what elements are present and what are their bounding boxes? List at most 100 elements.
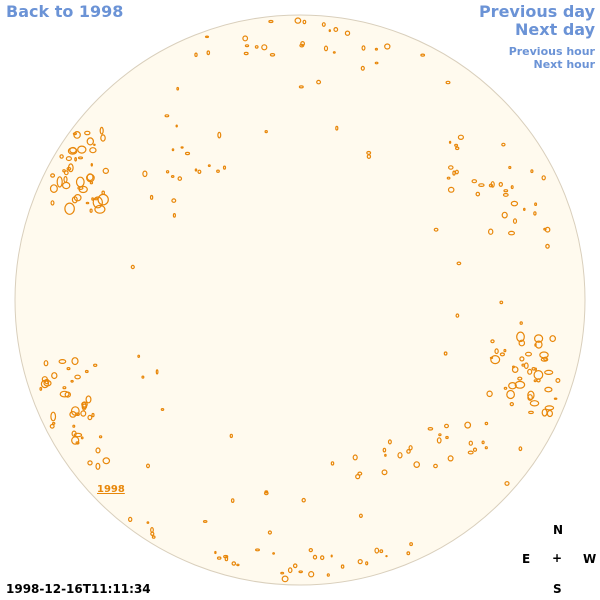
contour-blob (447, 186, 455, 193)
contour-blob (544, 369, 554, 375)
contour-blob (448, 140, 452, 144)
contour-blob (518, 339, 526, 347)
contour-blob (272, 552, 276, 555)
contour-blob (77, 156, 84, 160)
compass-east: E (522, 552, 531, 566)
contour-blob (149, 194, 154, 200)
contour-blob (308, 547, 313, 553)
contour-blob (102, 457, 111, 465)
contour-blob (533, 379, 537, 383)
contour-blob (358, 513, 363, 519)
contour-blob (546, 409, 554, 418)
contour-blob (72, 424, 76, 428)
contour-blob (447, 455, 454, 462)
contour-blob (481, 440, 485, 445)
contour-blob (528, 410, 534, 415)
contour-blob (455, 313, 460, 318)
next-hour-link[interactable]: Next hour (533, 58, 596, 71)
contour-blob (165, 170, 170, 174)
contour-blob (80, 410, 87, 417)
contour-blob (534, 202, 538, 207)
contour-blob (536, 378, 541, 383)
contour-blob (197, 169, 202, 174)
contour-blob (553, 397, 558, 400)
contour-blob (447, 165, 454, 170)
contour-blob (100, 134, 106, 142)
contour-blob (150, 531, 155, 537)
contour-blob (71, 430, 77, 437)
contour-blob (85, 173, 95, 183)
contour-blob (478, 183, 485, 188)
contour-blob (360, 65, 365, 71)
contour-blob (406, 449, 411, 454)
contour-blob (263, 491, 269, 496)
contour-blob (298, 85, 304, 89)
contour-blob (445, 80, 451, 85)
previous-day-link[interactable]: Previous day (478, 2, 595, 21)
contour-blob (85, 201, 90, 205)
contour-blob (171, 198, 177, 203)
contour-blob (484, 421, 489, 426)
contour-blob (501, 142, 506, 147)
contour-blob (413, 461, 421, 469)
back-to-year-link[interactable]: Back to 1998 (6, 2, 124, 21)
contour-blob (456, 261, 462, 266)
contour-blob (518, 446, 523, 452)
contour-blob (508, 165, 512, 170)
contour-blob (99, 126, 104, 135)
contour-blob (355, 474, 361, 480)
contour-blob (506, 389, 516, 400)
contour-blob (436, 437, 442, 444)
contour-blob (80, 436, 84, 440)
contour-blob (92, 196, 104, 209)
contour-blob (49, 423, 55, 429)
contour-blob (223, 554, 229, 559)
contour-blob (519, 356, 525, 362)
contour-blob (164, 114, 170, 118)
contour-blob (216, 556, 222, 560)
contour-blob (170, 175, 175, 179)
contour-blob (519, 321, 523, 325)
contour-blob (77, 145, 87, 154)
contour-blob (255, 548, 261, 552)
contour-blob (433, 463, 438, 469)
contour-blob (267, 530, 272, 535)
contour-blob (490, 339, 495, 344)
contour-blob (177, 176, 183, 181)
contour-blob (71, 436, 80, 445)
contour-blob (486, 390, 493, 398)
contour-blob (467, 450, 474, 455)
contour-blob (366, 150, 372, 155)
contour-blob (264, 490, 269, 494)
contour-blob (521, 363, 526, 367)
contour-blob (510, 200, 519, 207)
contour-blob (340, 564, 345, 569)
previous-hour-link[interactable]: Previous hour (508, 45, 595, 58)
contour-blob (64, 202, 75, 215)
contour-blob (502, 192, 509, 197)
contour-blob (71, 357, 79, 366)
contour-blob (544, 405, 555, 411)
contour-blob (531, 366, 536, 371)
contour-blob (312, 554, 318, 560)
contour-blob (58, 359, 67, 365)
contour-blob (503, 348, 507, 353)
next-day-link[interactable]: Next day (515, 20, 595, 39)
contour-blob (244, 44, 250, 48)
contour-blob (229, 433, 233, 439)
contour-blob (66, 367, 71, 371)
contour-blob (102, 167, 110, 174)
contour-blob (475, 191, 481, 197)
contour-blob (280, 571, 285, 575)
contour-blob (243, 51, 249, 56)
contour-blob (320, 555, 325, 561)
contour-blob (180, 146, 184, 149)
contour-blob (194, 52, 198, 58)
region-label-1998[interactable]: 1998 (97, 484, 125, 495)
contour-blob (176, 86, 180, 91)
solar-disk (14, 14, 586, 586)
contour-blob (151, 535, 156, 539)
contour-blob (308, 571, 315, 578)
contour-blob (52, 421, 56, 425)
contour-blob (264, 130, 268, 134)
